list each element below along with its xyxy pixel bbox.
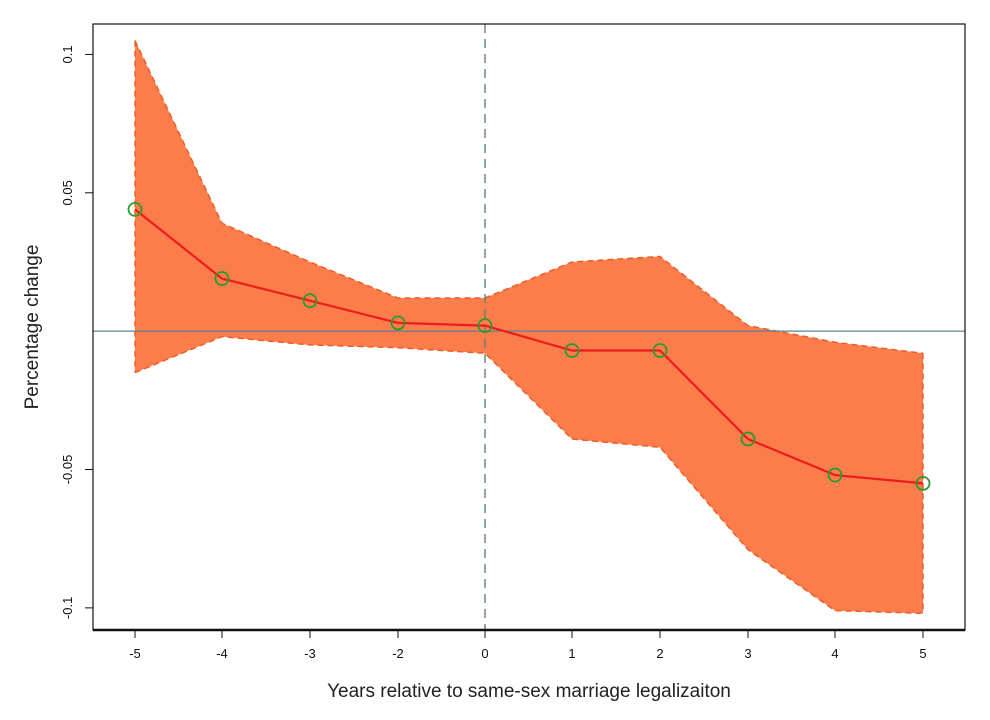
estimate-line (134, 208, 924, 485)
x-axis-ticks: -5 -4 -3 -2 0 1 2 3 4 5 (129, 630, 927, 661)
x-tick-label: 0 (481, 646, 488, 661)
data-point--3 (302, 293, 318, 309)
x-tick-label: -4 (216, 646, 228, 661)
data-point-3 (740, 431, 756, 447)
estimate-line-layer (134, 208, 924, 485)
upper-bound-line (134, 40, 924, 354)
data-point-5 (915, 475, 931, 491)
x-tick-label: 3 (744, 646, 751, 661)
y-axis-label: Percentage change (22, 245, 43, 410)
y-tick-label: -0.1 (60, 597, 75, 619)
y-tick-label: 0.1 (60, 45, 75, 63)
y-tick-label: 0.05 (60, 180, 75, 205)
y-axis-ticks: 0.1 0.05 -0.05 -0.1 (60, 45, 93, 619)
estimate-markers (127, 201, 931, 491)
reference-lines (93, 24, 965, 630)
data-point-2 (652, 343, 668, 358)
x-tick-label: 4 (831, 646, 838, 661)
x-tick-label: 1 (568, 646, 575, 661)
x-tick-label: 5 (919, 646, 926, 661)
x-tick-label: -2 (392, 646, 404, 661)
data-point--2 (390, 315, 406, 331)
x-tick-label: 2 (656, 646, 663, 661)
x-tick-label: -5 (129, 646, 141, 661)
x-axis-label: Years relative to same-sex marriage lega… (327, 681, 731, 702)
data-point--5 (127, 201, 143, 217)
confidence-band-layer (134, 40, 924, 615)
data-point-0 (477, 318, 493, 334)
x-tick-label: -3 (304, 646, 316, 661)
data-point--4 (214, 271, 230, 286)
confidence-band (135, 40, 923, 614)
y-tick-label: -0.05 (60, 455, 75, 485)
data-point-1 (564, 343, 580, 358)
data-point-4 (827, 467, 843, 483)
